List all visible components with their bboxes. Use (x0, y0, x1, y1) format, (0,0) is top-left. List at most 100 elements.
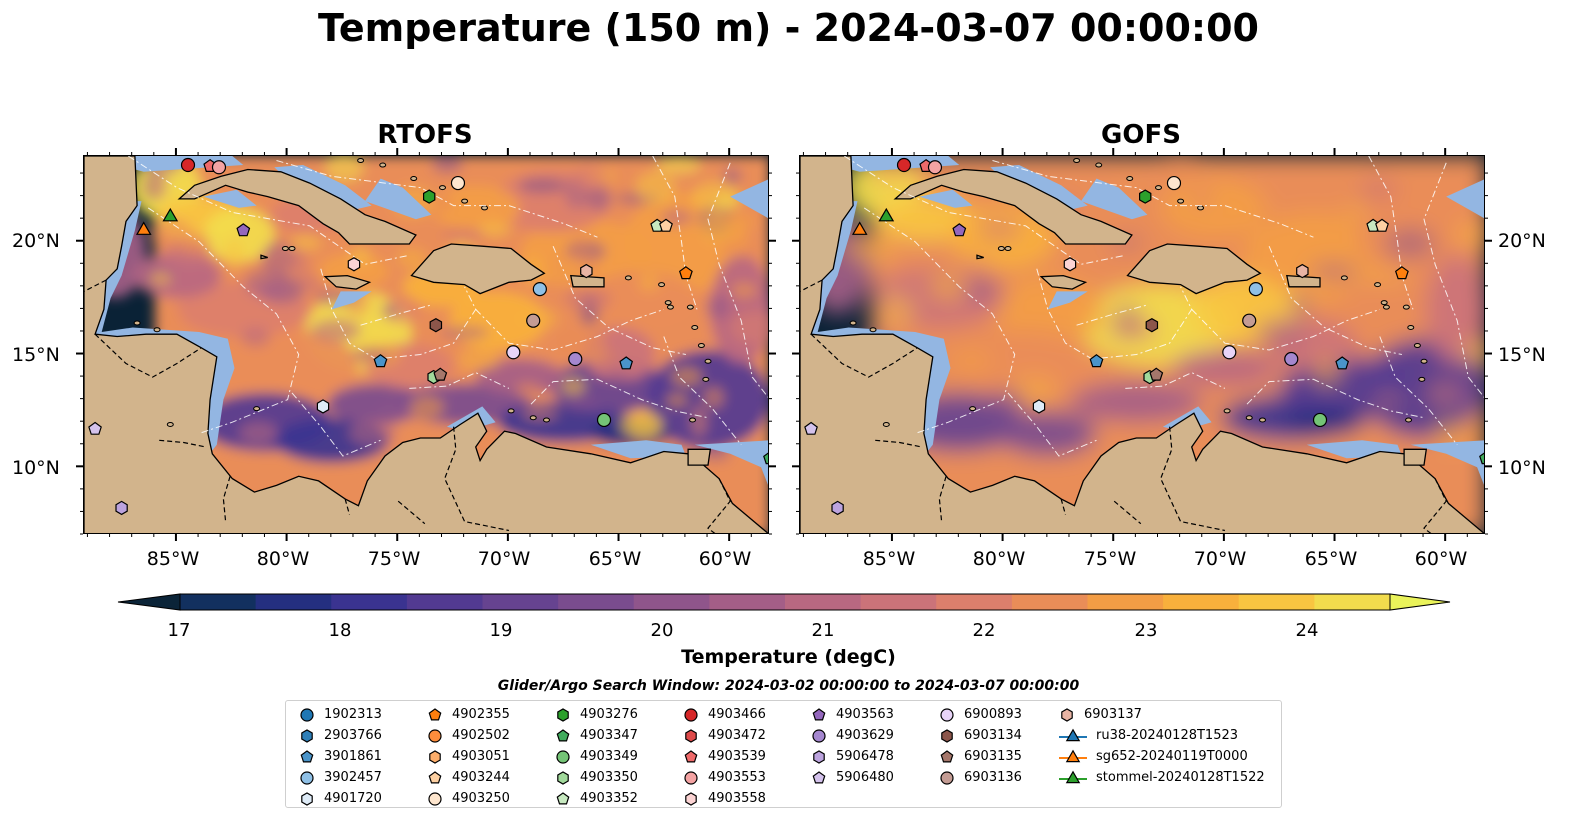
legend-marker (684, 707, 698, 722)
obs-marker-4903466 (896, 157, 912, 173)
colorbar-tick-20: 20 (650, 620, 674, 641)
legend-item: 4903466 (682, 704, 766, 725)
pentagon-marker-icon (684, 749, 698, 762)
legend-title: Glider/Argo Search Window: 2024-03-02 00… (497, 678, 1080, 694)
legend-label: 4903276 (580, 707, 638, 722)
lon-label-65w-right: 65°W (1304, 548, 1358, 570)
small-island (1245, 415, 1253, 421)
small-island (624, 275, 632, 281)
legend-marker (1061, 707, 1073, 722)
panel-title-rtofs: RTOFS (377, 120, 473, 150)
lat-label-20n-right: 20°N (1498, 230, 1546, 252)
legend-item: 6903136 (938, 767, 1022, 788)
obs-marker-3901861 (373, 354, 388, 368)
pentagon-marker-icon (428, 770, 442, 783)
hexagon-marker-icon (557, 707, 569, 722)
eez-boundary (1368, 156, 1414, 310)
colorbar-bin (180, 594, 257, 610)
legend-marker (300, 749, 314, 762)
colorbar-bin (1163, 594, 1240, 610)
shallow-shelf (1047, 291, 1088, 310)
small-island (542, 417, 550, 423)
circle-marker-icon (812, 728, 826, 743)
lon-label-80w-right: 80°W (972, 548, 1026, 570)
colorbar-extend-high (1389, 593, 1451, 611)
small-island (1154, 185, 1162, 191)
legend-marker (685, 728, 697, 743)
legend-marker (428, 791, 442, 806)
lon-label-85w: 85°W (146, 548, 200, 570)
pentagon-marker-icon (812, 770, 826, 783)
hexagon-marker-icon (557, 770, 569, 785)
small-island (461, 198, 469, 204)
obs-marker-4903563 (952, 223, 967, 237)
lon-label-60w: 60°W (698, 548, 752, 570)
land-mass (976, 254, 984, 260)
circle-marker-icon (940, 707, 954, 722)
small-island (1420, 358, 1428, 364)
hexagon-marker-icon (1061, 707, 1073, 722)
land-mass (1403, 448, 1428, 466)
colorbar-bin (1238, 594, 1315, 610)
small-island (281, 245, 289, 251)
colorbar-bin (255, 594, 332, 610)
legend-marker (301, 728, 313, 743)
colorbar-bin (709, 594, 786, 610)
legend-marker (556, 728, 570, 741)
eez-boundary (1125, 372, 1226, 389)
colorbar-bin (633, 594, 710, 610)
small-island (253, 406, 261, 412)
obs-marker-6903136 (526, 313, 541, 328)
pentagon-marker-icon (556, 728, 570, 741)
legend-item: 4903250 (426, 788, 510, 809)
obs-marker-5906478 (831, 500, 844, 516)
obs-marker-stommel-20240128T1522 (878, 207, 895, 222)
eez-boundary (291, 392, 381, 457)
colorbar-tick-19: 19 (489, 620, 513, 641)
small-island (288, 245, 296, 251)
land-mass (687, 448, 712, 466)
eez-boundary (1076, 304, 1148, 326)
legend-item: 4903472 (682, 725, 766, 746)
small-island (379, 162, 387, 168)
colorbar (117, 593, 1451, 611)
circle-marker-icon (684, 770, 698, 785)
obs-marker-6903135 (1149, 367, 1164, 381)
legend-marker (428, 770, 442, 783)
country-border (159, 439, 206, 448)
legend-label: 4903629 (836, 728, 894, 743)
obs-marker-6903137 (1296, 263, 1309, 279)
colorbar-bin (860, 594, 937, 610)
small-island (1126, 176, 1134, 182)
small-island (153, 327, 161, 333)
country-border (397, 500, 426, 525)
obs-marker-4903349 (596, 412, 612, 428)
legend-label: 6903137 (1084, 707, 1142, 722)
legend-item: ru38-20240128T1523 (1058, 725, 1265, 746)
obs-marker-stommel-20240128T1522 (162, 207, 179, 222)
small-island (664, 300, 672, 306)
obs-marker-4903558 (347, 257, 361, 272)
legend-column: 6900893 6903134 6903135 6903136 (938, 704, 1022, 788)
obs-marker-5906480 (804, 421, 818, 435)
eez-boundary (663, 336, 742, 446)
small-island (689, 417, 697, 423)
legend-item: 4903539 (682, 746, 766, 767)
legend-marker (428, 728, 442, 743)
map-panel-gofs (799, 155, 1485, 534)
hexagon-marker-icon (685, 791, 697, 806)
eez-boundary (552, 246, 686, 355)
legend-label: 4903349 (580, 749, 638, 764)
pentagon-marker-icon (940, 749, 954, 762)
colorbar-label: Temperature (degC) (681, 646, 896, 668)
small-island (1340, 275, 1348, 281)
legend-item: 5906480 (810, 767, 894, 788)
obs-marker-3902457 (532, 282, 547, 297)
legend-marker (428, 707, 442, 720)
legend-label: 5906478 (836, 749, 894, 764)
legend-item: 6903135 (938, 746, 1022, 767)
obs-marker-3902457 (1248, 282, 1263, 297)
hexagon-marker-icon (813, 749, 825, 764)
land-mass (177, 168, 417, 245)
legend-item: 4903558 (682, 788, 766, 809)
